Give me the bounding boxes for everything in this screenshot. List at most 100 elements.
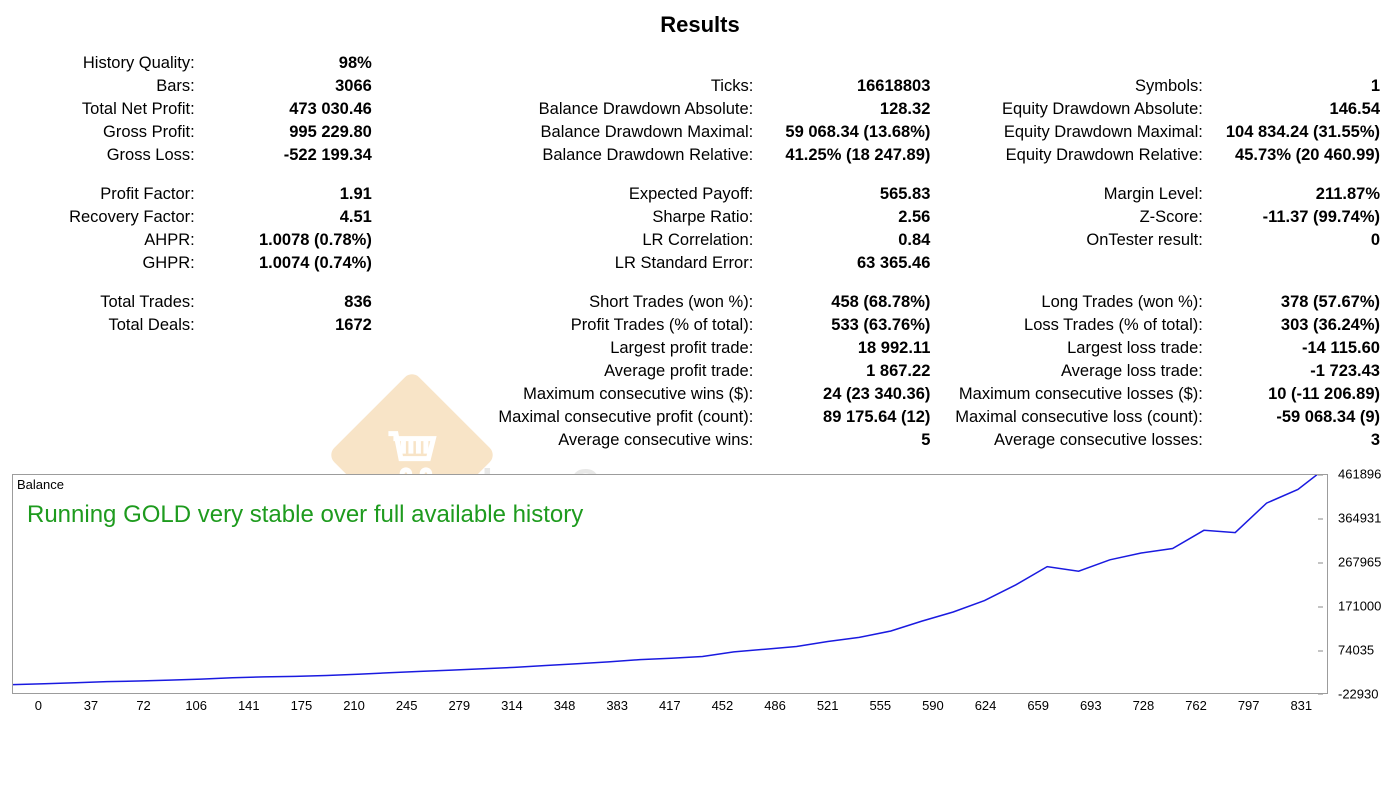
stat-label (12, 429, 203, 452)
stat-value: 104 834.24 (31.55%) (1211, 121, 1388, 144)
x-tick-label: 210 (328, 698, 381, 713)
x-tick-label: 72 (117, 698, 170, 713)
y-tick-label: 171000 (1338, 599, 1381, 614)
x-tick-label: 762 (1170, 698, 1223, 713)
x-tick-label: 37 (65, 698, 118, 713)
stat-label: Maximal consecutive profit (count): (380, 406, 761, 429)
stat-label: Maximal consecutive loss (count): (938, 406, 1210, 429)
stat-value: -14 115.60 (1211, 337, 1388, 360)
stat-value (761, 52, 938, 75)
stat-label (938, 252, 1210, 275)
stat-label: Average consecutive losses: (938, 429, 1210, 452)
stat-label: Average profit trade: (380, 360, 761, 383)
stat-label: Symbols: (938, 75, 1210, 98)
stat-label: Largest loss trade: (938, 337, 1210, 360)
stat-value: 63 365.46 (761, 252, 938, 275)
x-tick-label: 417 (644, 698, 697, 713)
stat-label: Profit Factor: (12, 183, 203, 206)
stat-label (938, 52, 1210, 75)
stat-label: Short Trades (won %): (380, 291, 761, 314)
stat-label: Balance Drawdown Maximal: (380, 121, 761, 144)
x-tick-label: 279 (433, 698, 486, 713)
stat-label: Gross Profit: (12, 121, 203, 144)
stat-value: 3 (1211, 429, 1388, 452)
stat-label: Total Net Profit: (12, 98, 203, 121)
stat-label: Maximum consecutive losses ($): (938, 383, 1210, 406)
stat-label: Balance Drawdown Absolute: (380, 98, 761, 121)
stat-value: 303 (36.24%) (1211, 314, 1388, 337)
x-tick-label: 521 (801, 698, 854, 713)
y-tick-label: 267965 (1338, 555, 1381, 570)
stat-label: OnTester result: (938, 229, 1210, 252)
stat-label (12, 337, 203, 360)
stat-value: 3066 (203, 75, 380, 98)
stat-value: 146.54 (1211, 98, 1388, 121)
stat-value: 59 068.34 (13.68%) (761, 121, 938, 144)
stat-label: AHPR: (12, 229, 203, 252)
stat-value (1211, 252, 1388, 275)
x-tick-label: 314 (486, 698, 539, 713)
y-tick-label: 364931 (1338, 510, 1381, 525)
stat-label: Equity Drawdown Relative: (938, 144, 1210, 167)
stat-label: Maximum consecutive wins ($): (380, 383, 761, 406)
stat-value: 995 229.80 (203, 121, 380, 144)
stat-value: 4.51 (203, 206, 380, 229)
stat-label (380, 52, 761, 75)
stat-value: 1.0074 (0.74%) (203, 252, 380, 275)
stat-value: 5 (761, 429, 938, 452)
x-tick-label: 624 (959, 698, 1012, 713)
stat-value: 458 (68.78%) (761, 291, 938, 314)
x-tick-label: 175 (275, 698, 328, 713)
y-tick-label: -22930 (1338, 687, 1378, 702)
stat-value (203, 406, 380, 429)
stat-label: Average loss trade: (938, 360, 1210, 383)
stat-label: Long Trades (won %): (938, 291, 1210, 314)
balance-chart: Balance Running GOLD very stable over fu… (12, 474, 1388, 694)
stat-value: 0.84 (761, 229, 938, 252)
stat-label: Gross Loss: (12, 144, 203, 167)
stat-value: 0 (1211, 229, 1388, 252)
stat-value: 473 030.46 (203, 98, 380, 121)
stat-label (12, 383, 203, 406)
stat-label: Recovery Factor: (12, 206, 203, 229)
x-tick-label: 659 (1012, 698, 1065, 713)
stat-label: History Quality: (12, 52, 203, 75)
stat-value: 18 992.11 (761, 337, 938, 360)
stat-value: 1.91 (203, 183, 380, 206)
x-tick-label: 383 (591, 698, 644, 713)
stat-value: 89 175.64 (12) (761, 406, 938, 429)
x-tick-label: 452 (696, 698, 749, 713)
y-tick-label: 461896 (1338, 467, 1381, 482)
stat-value: 211.87% (1211, 183, 1388, 206)
stat-label: Profit Trades (% of total): (380, 314, 761, 337)
stat-value (203, 383, 380, 406)
stat-value: 41.25% (18 247.89) (761, 144, 938, 167)
stat-value: 836 (203, 291, 380, 314)
page-title: Results (12, 12, 1388, 38)
stat-label: Average consecutive wins: (380, 429, 761, 452)
stat-value (203, 337, 380, 360)
stat-label (12, 406, 203, 429)
stat-label: Bars: (12, 75, 203, 98)
x-tick-label: 106 (170, 698, 223, 713)
stat-label: Ticks: (380, 75, 761, 98)
stat-label: Equity Drawdown Maximal: (938, 121, 1210, 144)
stat-label: GHPR: (12, 252, 203, 275)
stat-value: 378 (57.67%) (1211, 291, 1388, 314)
stat-value: 1 (1211, 75, 1388, 98)
x-tick-label: 486 (749, 698, 802, 713)
stat-value (203, 360, 380, 383)
stat-value: -1 723.43 (1211, 360, 1388, 383)
x-tick-label: 693 (1065, 698, 1118, 713)
results-table: History Quality:98%Bars:3066Ticks:166188… (12, 52, 1388, 452)
stat-value: 128.32 (761, 98, 938, 121)
x-tick-label: 0 (12, 698, 65, 713)
x-tick-label: 245 (380, 698, 433, 713)
stat-value: 1 867.22 (761, 360, 938, 383)
x-tick-label: 348 (538, 698, 591, 713)
y-tick-label: 74035 (1338, 643, 1374, 658)
x-tick-label: 797 (1222, 698, 1275, 713)
chart-x-axis: 0377210614117521024527931434838341745248… (12, 698, 1388, 713)
x-tick-label: 728 (1117, 698, 1170, 713)
stat-label (12, 360, 203, 383)
